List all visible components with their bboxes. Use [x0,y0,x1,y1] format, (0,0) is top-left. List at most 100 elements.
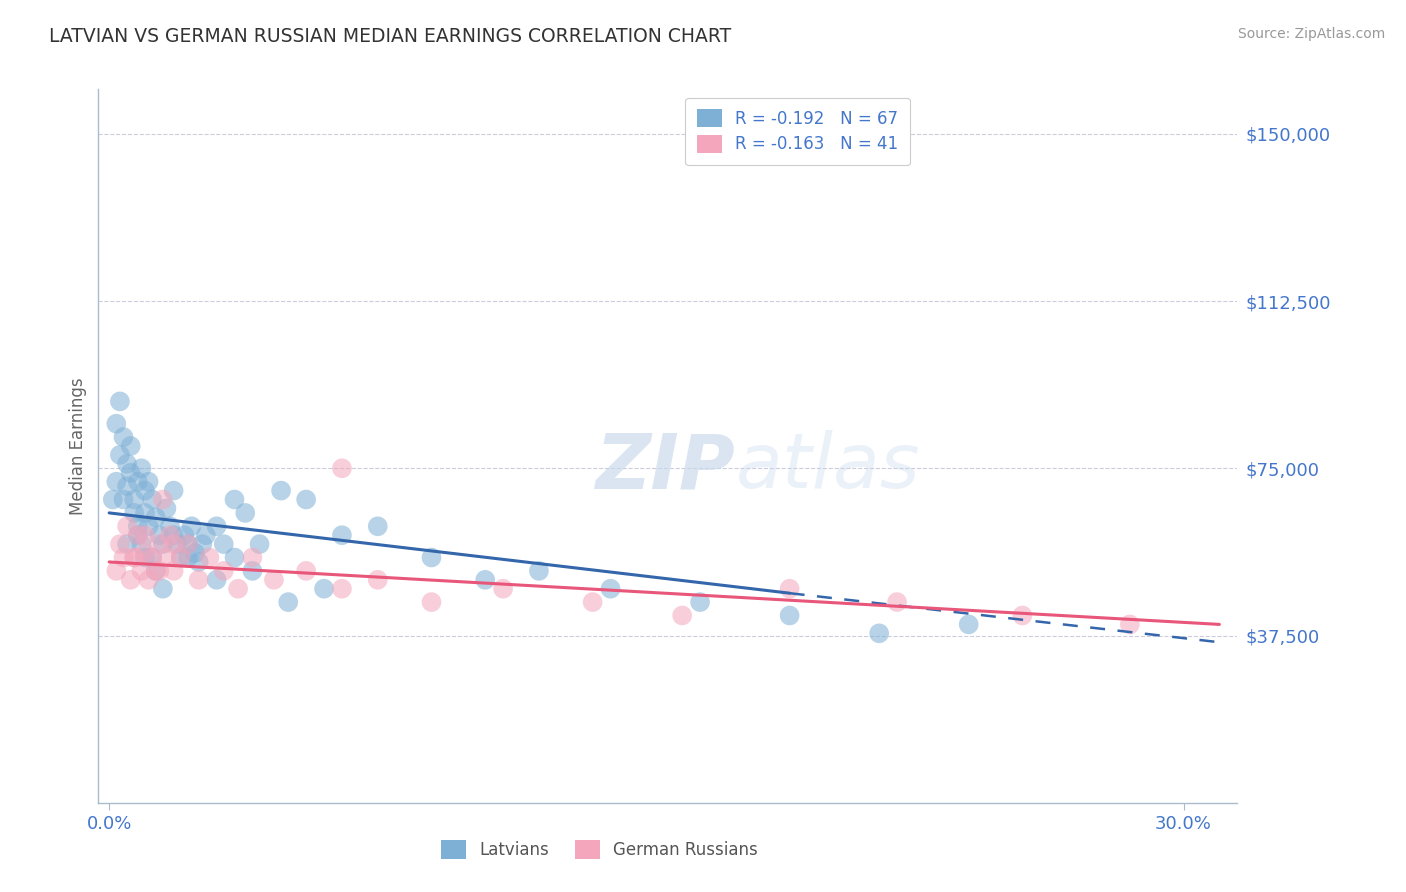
Point [155,550,177,565]
Point [145,564,167,578]
Point [198,550,221,565]
Point [1119,617,1142,632]
Point [295,492,318,507]
Point [127,519,149,533]
Point [131,564,153,578]
Point [134,528,156,542]
Point [277,595,299,609]
Point [134,506,156,520]
Point [131,461,153,475]
Text: Source: ZipAtlas.com: Source: ZipAtlas.com [1237,27,1385,41]
Point [108,537,131,551]
Point [367,519,389,533]
Point [120,573,142,587]
Point [159,528,181,542]
Point [148,528,170,542]
Point [101,492,124,507]
Text: ZIP: ZIP [596,431,737,504]
Point [122,550,145,565]
Point [112,550,135,565]
Point [170,550,193,565]
Text: atlas: atlas [737,431,921,504]
Point [295,564,318,578]
Point [152,492,174,507]
Point [115,519,138,533]
Point [205,573,228,587]
Point [1011,608,1033,623]
Point [127,528,149,542]
Point [492,582,515,596]
Point [330,582,353,596]
Point [162,564,184,578]
Point [138,573,160,587]
Point [474,573,496,587]
Point [180,519,202,533]
Point [115,479,138,493]
Point [270,483,292,498]
Point [599,582,621,596]
Point [224,492,246,507]
Point [166,537,188,551]
Point [108,448,131,462]
Point [212,537,235,551]
Point [108,394,131,409]
Point [330,461,353,475]
Point [138,519,160,533]
Point [155,501,177,516]
Point [112,430,135,444]
Point [152,537,174,551]
Point [177,537,200,551]
Point [233,506,256,520]
Text: LATVIAN VS GERMAN RUSSIAN MEDIAN EARNINGS CORRELATION CHART: LATVIAN VS GERMAN RUSSIAN MEDIAN EARNING… [49,27,731,45]
Point [105,564,128,578]
Point [330,528,353,542]
Point [159,519,181,533]
Point [582,595,605,609]
Point [145,510,167,524]
Point [127,475,149,489]
Point [162,483,184,498]
Point [134,483,156,498]
Point [779,582,801,596]
Point [170,550,193,565]
Y-axis label: Median Earnings: Median Earnings [69,377,87,515]
Point [420,550,443,565]
Legend: Latvians, German Russians: Latvians, German Russians [434,834,765,866]
Point [779,608,801,623]
Point [242,550,264,565]
Point [527,564,550,578]
Point [886,595,908,609]
Point [112,492,135,507]
Point [141,492,163,507]
Point [162,537,184,551]
Point [134,550,156,565]
Point [187,555,209,569]
Point [249,537,271,551]
Point [957,617,980,632]
Point [120,466,142,480]
Point [105,417,128,431]
Point [122,550,145,565]
Point [173,528,195,542]
Point [671,608,693,623]
Point [115,537,138,551]
Point [868,626,890,640]
Point [224,550,246,565]
Point [177,537,200,551]
Point [131,537,153,551]
Point [134,546,156,560]
Point [122,506,145,520]
Point [127,528,149,542]
Point [145,564,167,578]
Point [162,528,184,542]
Point [187,573,209,587]
Point [138,475,160,489]
Point [194,528,217,542]
Point [184,546,207,560]
Point [152,582,174,596]
Point [226,582,249,596]
Point [122,492,145,507]
Point [420,595,443,609]
Point [105,475,128,489]
Point [205,519,228,533]
